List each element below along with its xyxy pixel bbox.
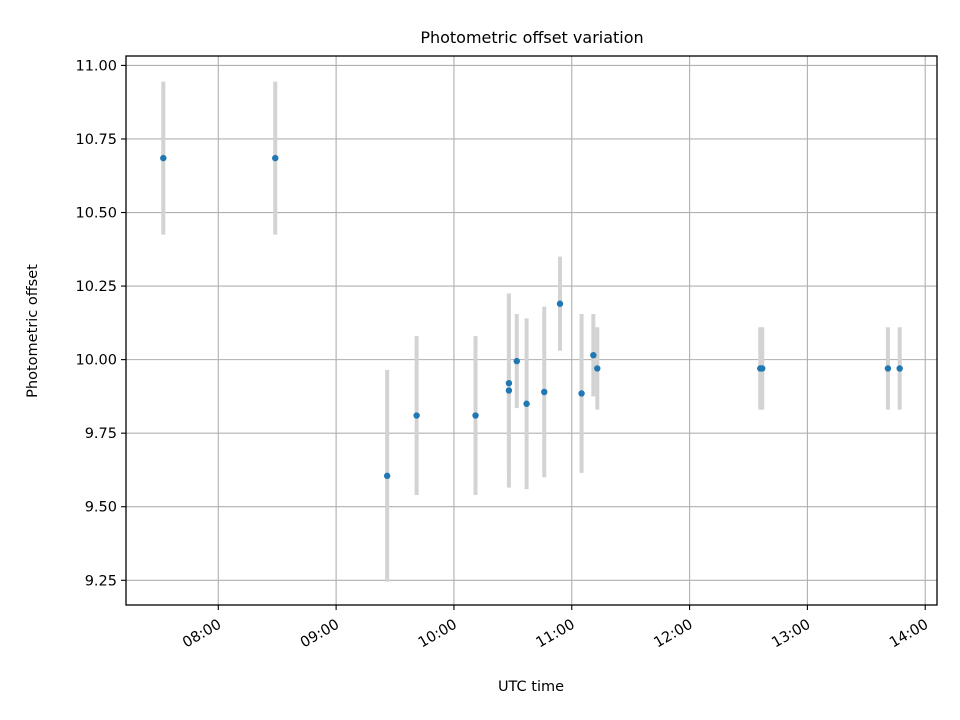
- x-tick-label: 12:00: [651, 617, 695, 652]
- x-axis-label: UTC time: [498, 679, 564, 695]
- data-point: [759, 365, 766, 372]
- data-point: [884, 365, 892, 372]
- plot-frame: [125, 55, 938, 606]
- data-point: [578, 390, 585, 397]
- chart-title: Photometric offset variation: [420, 28, 643, 47]
- data-point: [383, 472, 391, 480]
- x-tick-label: 09:00: [298, 617, 342, 652]
- data-point: [590, 352, 597, 359]
- y-tick-label: 11.00: [75, 58, 117, 74]
- data-point: [556, 300, 564, 307]
- x-tick-label: 11:00: [534, 617, 578, 652]
- x-axis: 08:00 09:00 10:00 11:00 12:00 13:00 14:00: [180, 605, 931, 651]
- y-axis: 9.25 9.50 9.75 10.00 10.25 10.50 10.75 11.00: [75, 58, 126, 589]
- x-tick-label: 10:00: [416, 617, 460, 652]
- x-tick-label: 13:00: [769, 617, 813, 652]
- data-point: [413, 412, 420, 419]
- y-tick-label: 9.25: [85, 573, 117, 589]
- x-tick-label: 14:00: [887, 617, 931, 652]
- y-axis-label: Photometric offset: [25, 264, 41, 398]
- data-points: [160, 154, 903, 480]
- data-point: [541, 388, 548, 396]
- y-tick-label: 10.00: [75, 353, 117, 369]
- data-point: [594, 365, 601, 372]
- data-point: [505, 379, 513, 387]
- data-point: [523, 400, 530, 407]
- data-point: [472, 412, 479, 419]
- y-tick-label: 10.25: [75, 279, 117, 295]
- data-point: [896, 365, 903, 372]
- y-tick-label: 9.75: [85, 426, 117, 442]
- data-point: [272, 154, 279, 162]
- data-point: [513, 357, 520, 365]
- y-tick-label: 9.50: [85, 500, 117, 516]
- y-tick-label: 10.75: [75, 132, 117, 148]
- y-tick-label: 10.50: [75, 206, 117, 222]
- grid: [126, 56, 937, 605]
- data-point: [160, 154, 167, 162]
- data-point: [505, 387, 513, 394]
- x-tick-label: 08:00: [180, 617, 224, 652]
